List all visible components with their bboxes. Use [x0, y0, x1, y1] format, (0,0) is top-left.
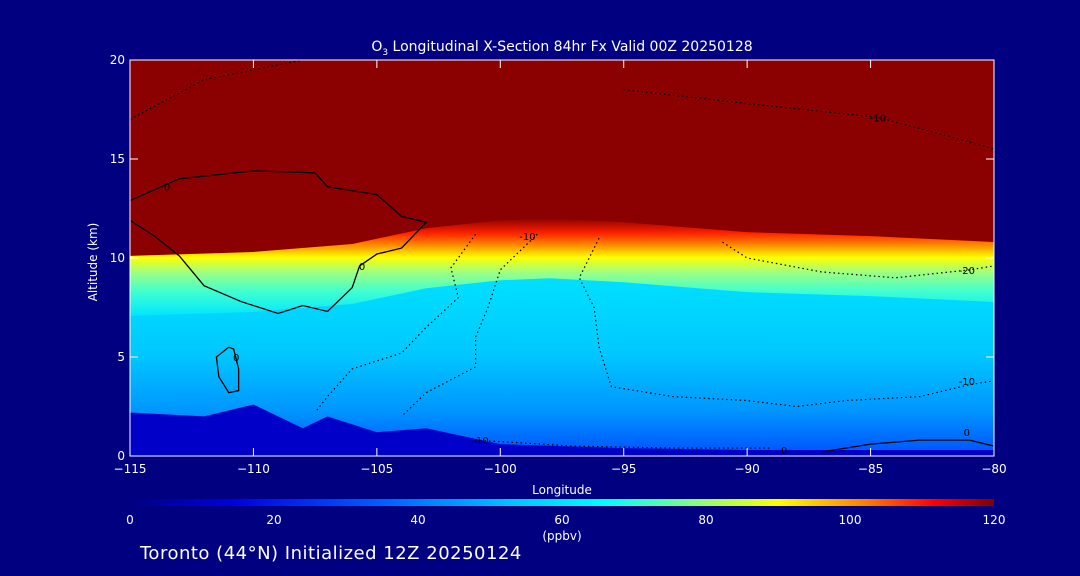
colorbar-tick-label: 40	[410, 513, 425, 527]
colorbar-tick-label: 100	[839, 513, 862, 527]
footer-caption: Toronto (44°N) Initialized 12Z 20250124	[140, 543, 522, 564]
contour-label: 0	[233, 353, 239, 364]
contour-line-dotted	[722, 241, 994, 279]
contour-line-solid	[821, 439, 994, 453]
contour-line-solid	[215, 346, 240, 394]
colorbar-tick-label: 0	[126, 513, 134, 527]
chart-title: O3 Longitudinal X-Section 84hr Fx Valid …	[371, 39, 752, 58]
colorbar-tick-label: 60	[554, 513, 569, 527]
x-tick-label: −115	[114, 462, 147, 476]
y-axis: 0 5 10 15 20	[110, 53, 994, 463]
colorbar-ticks: 0 20 40 60 80 100 120	[126, 513, 1005, 527]
contour-label: 0	[359, 262, 365, 273]
x-tick-label: −100	[484, 462, 517, 476]
colorbar-tick-label: 120	[983, 513, 1006, 527]
contour-line-solid	[130, 170, 428, 315]
plot-area: 0 0 0 -10 -10 -20 -10 -10 0 0	[130, 60, 994, 457]
contour-line-dotted	[314, 233, 477, 413]
colorbar-tick-label: 20	[266, 513, 281, 527]
tropopause-transition	[130, 218, 994, 316]
surface-layer	[130, 404, 994, 456]
contour-label: 0	[781, 446, 787, 457]
colorbar-unit: (ppbv)	[542, 529, 581, 543]
y-tick-label: 10	[110, 251, 125, 265]
contour-line-dotted	[578, 237, 994, 408]
colorbar	[130, 499, 994, 506]
x-tick-label: −85	[858, 462, 883, 476]
x-axis: −115 −110 −105 −100 −95 −90 −85 −80	[114, 60, 1007, 476]
x-tick-label: −105	[360, 462, 393, 476]
x-tick-label: −95	[611, 462, 636, 476]
contour-label: -10	[472, 436, 488, 447]
y-tick-label: 20	[110, 53, 125, 67]
x-tick-label: −110	[237, 462, 270, 476]
contour-label: -10	[959, 377, 975, 388]
y-tick-label: 0	[117, 449, 125, 463]
contour-line-dotted	[130, 60, 303, 120]
contour-label: -20	[959, 266, 975, 277]
x-axis-label: Longitude	[532, 483, 592, 497]
y-tick-label: 15	[110, 152, 125, 166]
colorbar-tick-label: 80	[698, 513, 713, 527]
contour-label: 0	[964, 428, 970, 439]
contour-label: 0	[164, 183, 170, 194]
contour-label: -10	[519, 232, 535, 243]
contour-label: -10	[870, 113, 886, 124]
y-axis-label: Altitude (km)	[86, 223, 100, 302]
x-tick-label: −80	[981, 462, 1006, 476]
y-tick-label: 5	[117, 350, 125, 364]
x-tick-label: −90	[734, 462, 759, 476]
